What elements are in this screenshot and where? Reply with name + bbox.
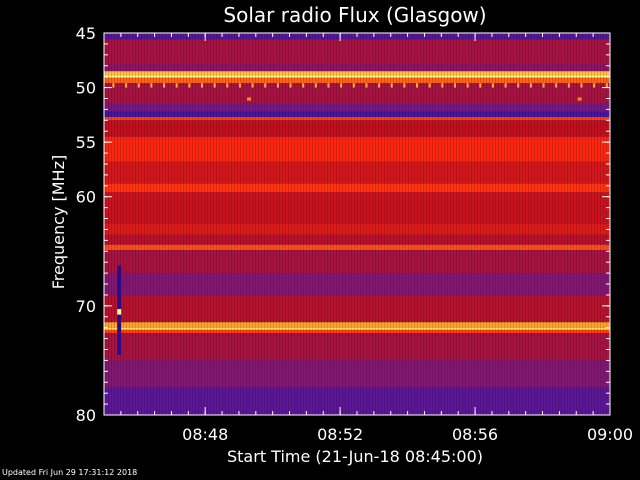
interference-tick: [491, 83, 494, 88]
chart-title: Solar radio Flux (Glasgow): [223, 3, 486, 27]
interference-tick: [264, 83, 267, 88]
interference-tick: [238, 83, 241, 88]
spike-1: [117, 309, 122, 315]
interference-tick: [555, 83, 558, 88]
interference-tick: [416, 83, 419, 88]
interference-tick: [340, 83, 343, 88]
interference-tick: [137, 83, 140, 88]
y-tick-label: 55: [76, 133, 96, 152]
interference-tick: [593, 83, 596, 88]
y-axis-label: Frequency [MHz]: [49, 155, 68, 289]
x-tick-label: 09:00: [587, 425, 633, 444]
spike-3: [577, 97, 582, 101]
interference-tick: [327, 83, 330, 88]
interference-tick: [163, 83, 166, 88]
interference-tick: [567, 83, 570, 88]
interference-tick: [150, 83, 153, 88]
interference-tick: [302, 83, 305, 88]
interference-tick: [504, 83, 507, 88]
interference-tick: [314, 83, 317, 88]
interference-tick: [276, 83, 279, 88]
interference-tick: [251, 83, 254, 88]
interference-tick: [529, 83, 532, 88]
x-tick-label: 08:48: [182, 425, 228, 444]
y-tick-label: 50: [76, 79, 96, 98]
interference-tick: [403, 83, 406, 88]
interference-tick: [441, 83, 444, 88]
interference-tick: [542, 83, 545, 88]
interference-tick: [479, 83, 482, 88]
y-tick-label: 45: [76, 24, 96, 43]
interference-tick: [466, 83, 469, 88]
interference-tick: [390, 83, 393, 88]
interference-tick: [365, 83, 368, 88]
interference-tick: [289, 83, 292, 88]
interference-tick: [517, 83, 520, 88]
interference-tick: [213, 83, 216, 88]
y-tick-label: 60: [76, 188, 96, 207]
x-tick-label: 08:52: [317, 425, 363, 444]
interference-tick: [453, 83, 456, 88]
interference-tick: [378, 83, 381, 88]
x-axis-label: Start Time (21-Jun-18 08:45:00): [227, 447, 483, 466]
x-axis: 08:48 08:52 08:56 09:00: [103, 33, 633, 444]
updated-timestamp: Updated Fri Jun 29 17:31:12 2018: [2, 468, 138, 477]
interference-tick: [125, 83, 128, 88]
interference-tick: [352, 83, 355, 88]
y-tick-label: 70: [76, 297, 96, 316]
spike-2: [247, 97, 252, 101]
y-tick-label: 80: [76, 406, 96, 425]
interference-tick: [226, 83, 229, 88]
y-axis: 45 50 55 60 70 80: [76, 24, 610, 425]
x-tick-label: 08:56: [452, 425, 498, 444]
interference-tick: [112, 83, 115, 88]
interference-tick: [175, 83, 178, 88]
interference-tick: [188, 83, 191, 88]
interference-tick: [580, 83, 583, 88]
interference-tick: [200, 83, 203, 88]
heatmap-texture: [104, 33, 610, 415]
interference-tick: [428, 83, 431, 88]
interference-tick: [605, 83, 608, 88]
plot-area: [103, 32, 611, 416]
